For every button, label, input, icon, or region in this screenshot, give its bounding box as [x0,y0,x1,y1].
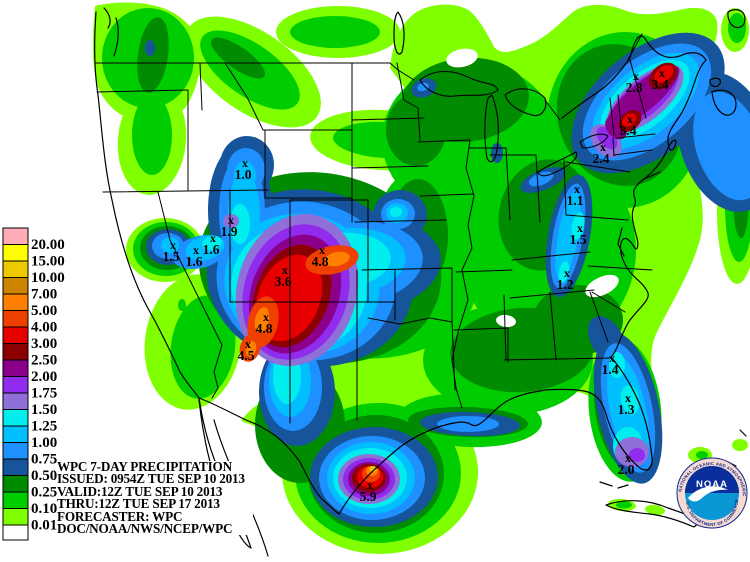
legend-threshold-label: 1.50 [31,402,57,418]
station-max-value: 1.5 [570,232,587,247]
legend-threshold-label: 2.00 [31,369,57,385]
station-max-marker: x [574,182,580,196]
station-max-value: 2.8 [626,80,643,95]
legend-swatch [2,392,29,410]
station-max-marker: x [627,112,633,126]
station-max-marker: x [282,263,288,277]
legend-threshold-label: 10.00 [31,270,65,286]
station-max-value: 2.0 [618,462,635,477]
legend-swatch [2,260,29,278]
product-title: WPC 7-DAY PRECIPITATION [57,459,232,474]
station-max-marker: x [600,140,606,154]
station-max-marker: x [564,266,570,280]
station-max-marker: x [625,391,631,405]
station-max-value: 1.1 [567,193,584,208]
issued-line: ISSUED: 0954Z TUE SEP 10 2013 [57,471,245,487]
legend-swatch [2,376,29,394]
legend-swatch [2,277,29,295]
station-max-value: 4.8 [312,254,329,269]
legend-swatch [2,244,29,262]
station-max-value: 1.2 [557,277,574,292]
station-max-value: 4.5 [238,348,255,363]
station-max-value: 1.6 [203,242,220,257]
station-max-marker: x [263,310,269,324]
forecaster-line: FORECASTER: WPC [57,508,183,524]
precip-legend: 20.0015.0010.007.005.004.003.002.502.001… [2,227,65,541]
legend-swatch [2,425,29,443]
noaa-bird-icon [688,486,728,502]
legend-threshold-label: 4.00 [31,319,57,335]
legend-swatch [2,227,29,245]
legend-swatch-below-min [2,524,29,541]
legend-threshold-label: 1.25 [31,418,57,434]
station-max-marker: x [319,243,325,257]
station-max-value: 1.3 [618,402,635,417]
station-max-marker: x [577,221,583,235]
station-max-marker: x [659,66,665,80]
station-max-value: 3.6 [275,274,292,289]
noaa-logo-sky [685,466,739,493]
legend-threshold-label: 0.10 [31,501,57,517]
station-max-value: 1.4 [602,362,619,377]
station-labels: x1.0x1.9x1.6x1.6x1.5 x4.8x3.6x4.8x4.5x5.9… [163,66,669,504]
legend-swatch [2,442,29,460]
station-max-value: 5.9 [360,489,377,504]
thru-line: THRU:12Z TUE SEP 17 2013 [57,496,220,512]
legend-swatch [2,343,29,361]
legend-threshold-label: 15.00 [31,253,65,269]
station-max-value: 1.9 [221,224,238,239]
legend-swatch [2,359,29,377]
legend-threshold-label: 2.50 [31,352,57,368]
station-max-marker: x [170,238,176,252]
legend-swatch [2,293,29,311]
legend-threshold-label: 1.00 [31,435,57,451]
state-boundaries [94,33,656,424]
legend-swatch [2,508,29,526]
station-max-value: 1.6 [186,254,203,269]
band-5p00 [245,251,378,476]
product-info-block: WPC 7-DAY PRECIPITATION ISSUED: 0954Z TU… [57,459,253,537]
station-max-value: 2.4 [593,151,610,166]
station-max-marker: x [609,351,615,365]
legend-threshold-label: 0.50 [31,468,57,484]
white-holes [446,48,619,328]
legend-threshold-label: 0.25 [31,484,57,500]
station-max-value: 1.5 [163,249,180,264]
legend-threshold-label: 0.01 [31,517,57,533]
station-max-marker: x [625,451,631,465]
station-max-marker: x [193,243,199,257]
great-lakes [419,70,609,177]
legend-swatch [2,458,29,476]
band-7p00 [369,466,377,472]
legend-swatch [2,491,29,509]
station-max-marker: x [245,337,251,351]
legend-swatch [2,310,29,328]
station-max-marker: x [633,69,639,83]
station-max-value: 3.4 [620,123,637,138]
station-max-value: 3.4 [652,77,669,92]
legend-swatch [2,475,29,493]
noaa-acronym: NOAA [696,479,728,490]
station-max-marker: x [228,213,234,227]
valid-line: VALID:12Z TUE SEP 10 2013 [57,483,223,499]
legend-threshold-label: 3.00 [31,336,57,352]
station-max-value: 4.8 [256,321,273,336]
legend-swatch [2,326,29,344]
legend-threshold-label: 1.75 [31,385,57,401]
legend-threshold-label: 7.00 [31,286,57,302]
legend-threshold-label: 0.75 [31,451,57,467]
station-max-marker: x [242,156,248,170]
station-max-value: 1.0 [235,167,252,182]
station-max-marker: x [210,231,216,245]
station-max-marker: x [367,478,373,492]
legend-threshold-label: 5.00 [31,303,57,319]
agency-line: DOC/NOAA/NWS/NCEP/WPC [57,521,233,537]
legend-threshold-label: 20.00 [31,237,65,253]
legend-swatch [2,409,29,427]
